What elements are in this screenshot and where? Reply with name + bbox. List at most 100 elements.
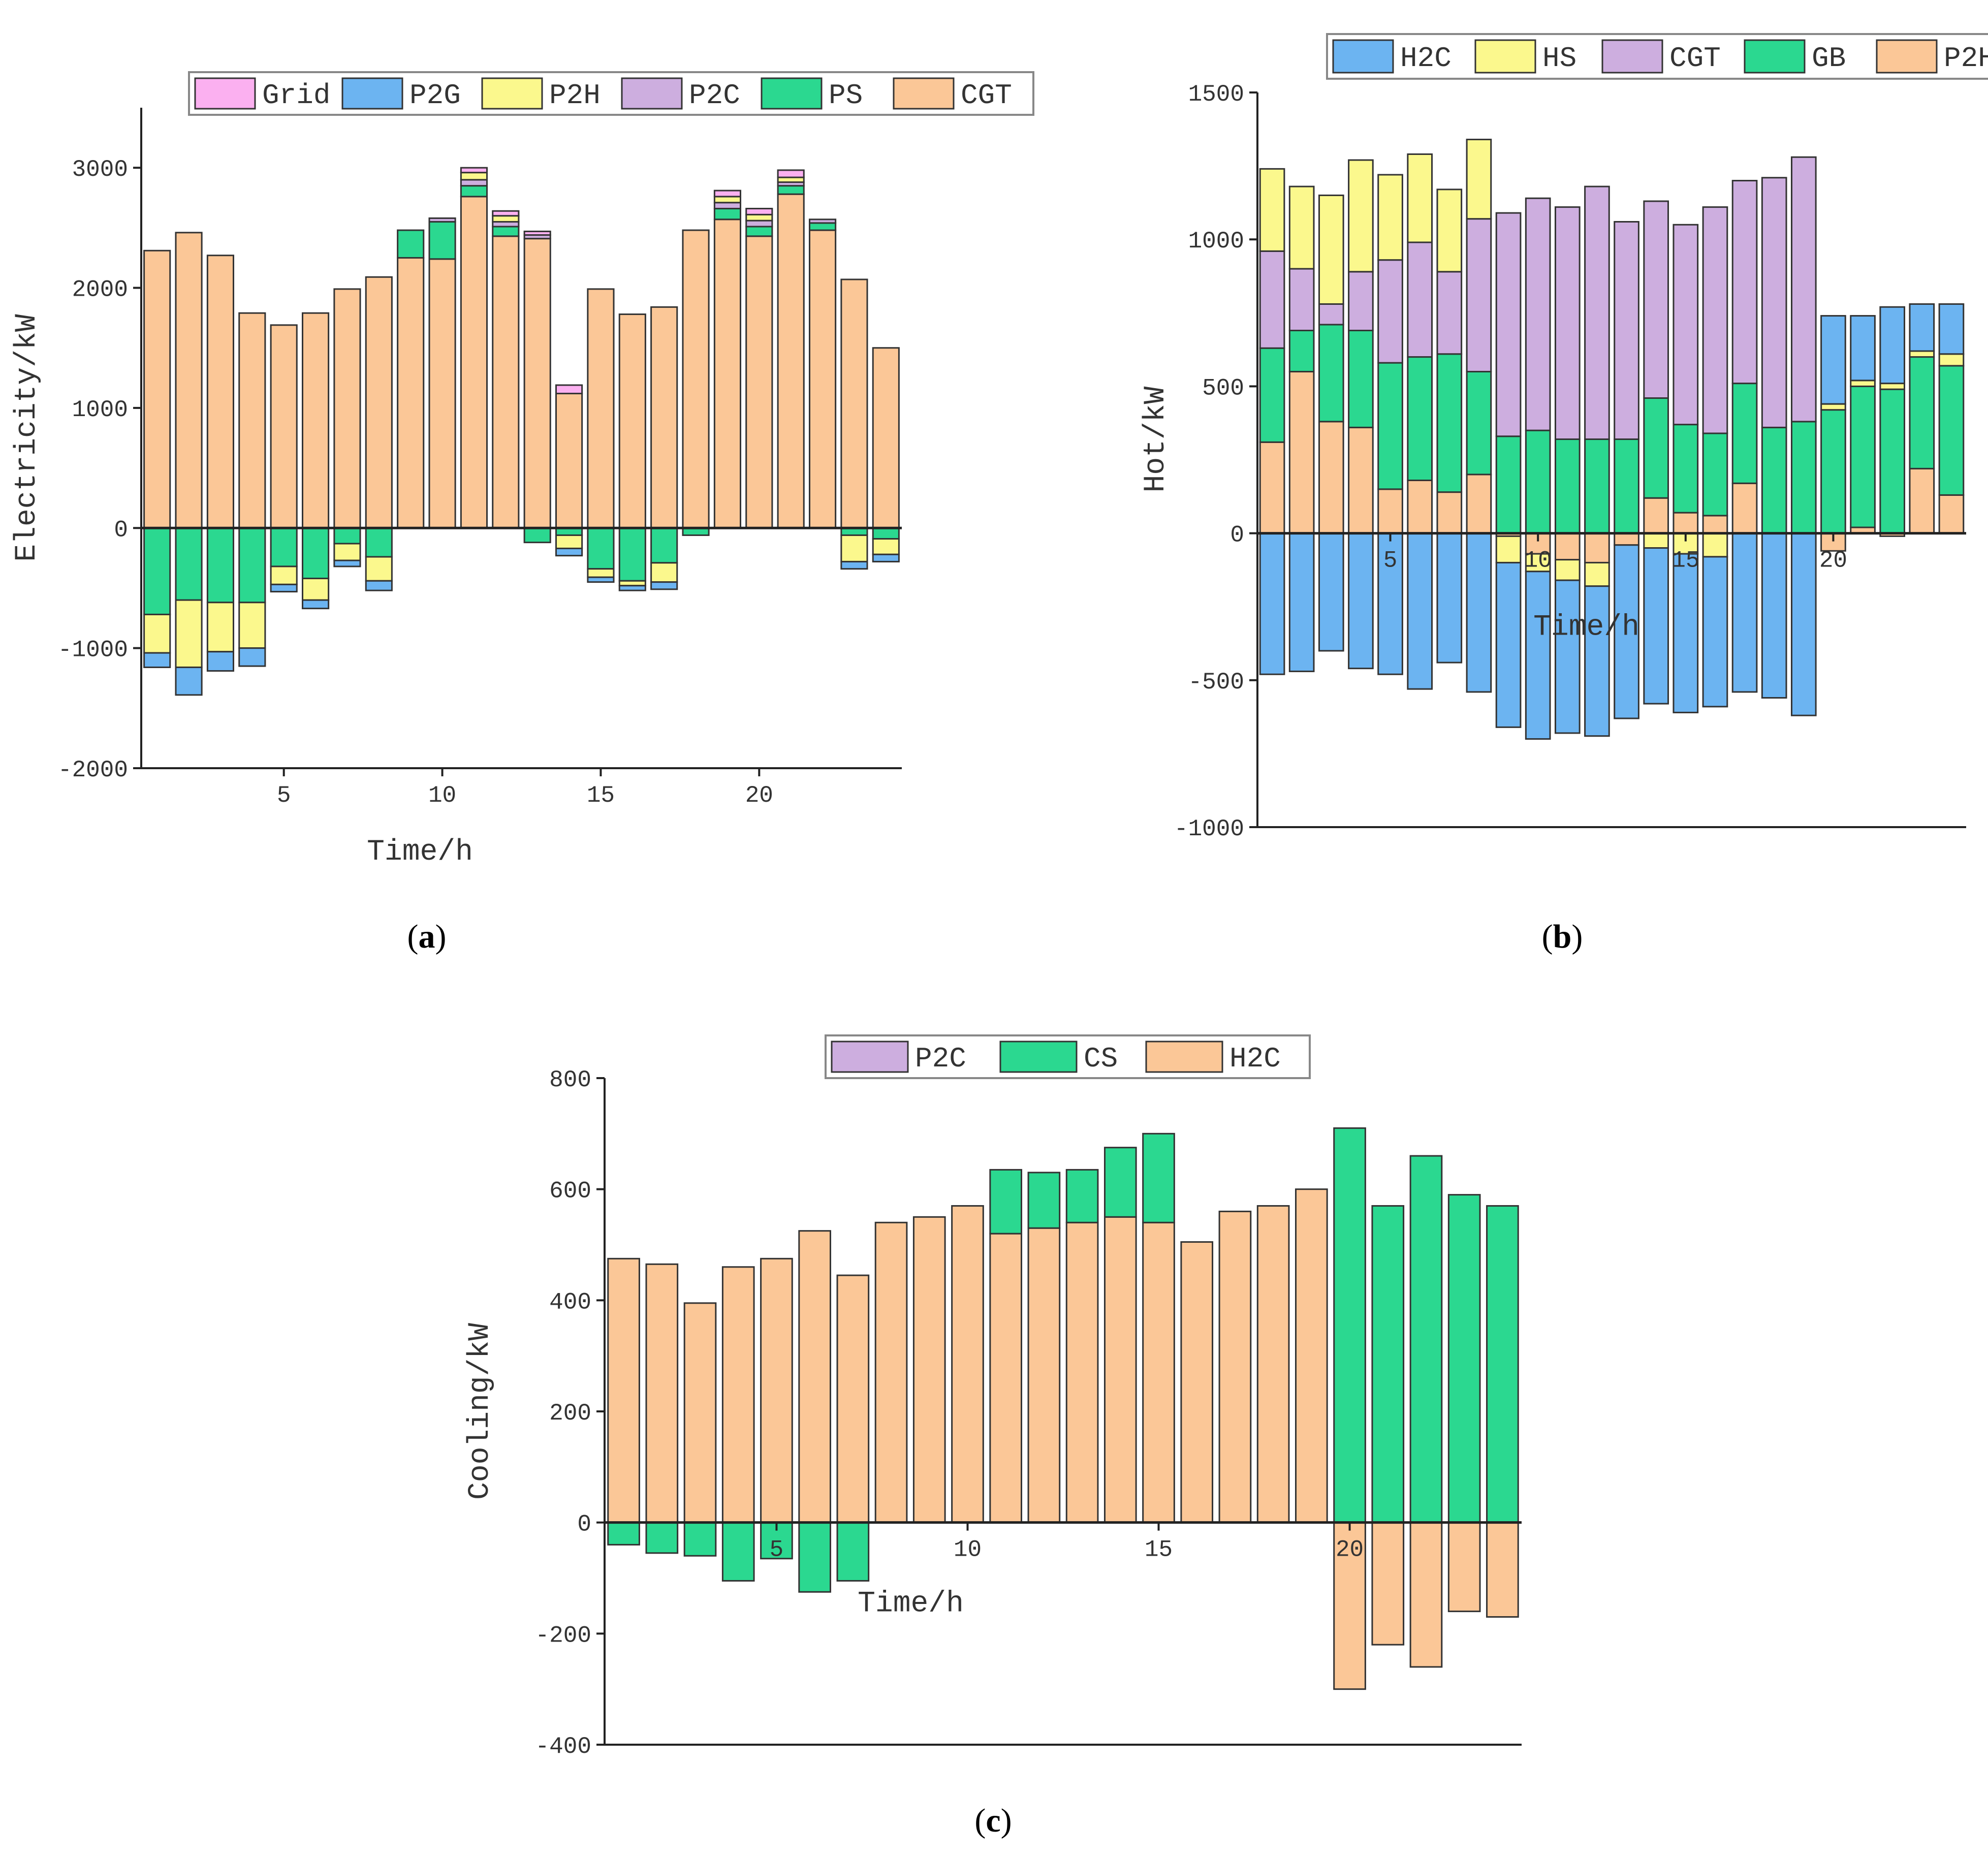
bar-gb-t18 [1761, 426, 1787, 534]
bar-p2h-t17 [1731, 482, 1758, 534]
bar-cgt-t13 [523, 238, 551, 529]
bar-h2c-t23 [1909, 303, 1935, 352]
bar-cgt-t8 [365, 276, 393, 529]
bar-ps-t11 [460, 185, 488, 198]
bar-grid-t19 [713, 190, 742, 198]
bar-cs-t24 [1486, 1205, 1519, 1524]
bar-h2c-t1 [607, 1257, 640, 1524]
bar-h2c-t14 [1643, 547, 1669, 705]
bar-h2c-t19 [1295, 1188, 1328, 1524]
bar-h2c-t18 [1761, 532, 1787, 699]
bar-cs-t1 [607, 1522, 640, 1546]
bar-cgt-t20 [745, 235, 773, 529]
bar-cs-t11 [989, 1169, 1023, 1235]
bar-ps-t10 [428, 221, 456, 260]
bar-p2c-t20 [745, 219, 773, 228]
bar-cs-t22 [1409, 1155, 1443, 1524]
legend-swatch-p2h [1876, 39, 1938, 74]
bar-cgt-t17 [1731, 180, 1758, 385]
bar-h2c-t5 [1377, 532, 1403, 675]
bar-ps-t3 [206, 527, 235, 604]
bar-gb-t24 [1938, 365, 1965, 496]
x-tick-label: 20 [745, 782, 773, 809]
bar-h2c-t10 [951, 1205, 984, 1524]
bar-cgt-t8 [1466, 218, 1492, 372]
legend-label-p2c: P2C [689, 79, 740, 112]
caption-a: (a) [407, 918, 447, 955]
panel-c: -400 -200 0 200 400 600 800 5 10 15 20 Time/h Coolin… [464, 1034, 1522, 1760]
legend: Grid P2G P2H P2C PS CGT [188, 71, 1034, 116]
bar-gb-t10 [1525, 429, 1551, 534]
bar-h2c-t13 [1614, 544, 1639, 719]
bar-hs-t24 [1938, 353, 1965, 367]
legend-swatch-p2g [341, 77, 403, 110]
x-tick-label: 20 [1819, 548, 1847, 574]
bar-gb-t20 [1820, 409, 1846, 534]
bar-p2h-t14 [555, 534, 583, 549]
bar-h2c-t7 [1436, 532, 1463, 664]
panel-b: -1000 -500 0 500 1000 1500 5 10 15 20 Time/h Hot/kW… [1140, 33, 1988, 842]
bar-gb-t11 [1554, 438, 1581, 534]
bar-cgt-t1 [1259, 250, 1285, 349]
legend-label-h2c: H2C [1229, 1043, 1281, 1075]
y-tick-label: 600 [549, 1178, 591, 1205]
bar-p2h-t20 [745, 213, 773, 222]
bar-hs-t22 [1879, 383, 1906, 390]
bar-p2h-t8 [1466, 474, 1492, 534]
y-tick-label: 1000 [1188, 228, 1244, 255]
bar-h2c-t12 [1027, 1227, 1061, 1524]
bar-cgt-t12 [492, 235, 520, 529]
bar-p2h-t8 [365, 556, 393, 582]
panel-a: -2000 -1000 0 1000 2000 3000 5 10 15 20 Time/h Elec… [11, 71, 1034, 869]
bar-ps-t21 [777, 185, 805, 195]
bar-hs-t6 [1407, 153, 1433, 243]
bar-p2h-t3 [206, 602, 235, 653]
bar-p2h-t15 [1673, 512, 1699, 534]
bar-ps-t9 [397, 229, 425, 259]
bar-ps-t2 [175, 527, 203, 601]
bar-p2g-t14 [555, 547, 583, 557]
bar-ps-t8 [365, 527, 393, 558]
legend-label-grid: Grid [262, 79, 330, 112]
bar-h2c-t24 [1938, 303, 1965, 355]
bar-cgt-t19 [713, 218, 742, 529]
x-tick-label: 10 [1524, 548, 1552, 574]
bar-hs-t23 [1909, 350, 1935, 358]
bar-h2c-t16 [1180, 1241, 1214, 1524]
bar-cs-t7 [836, 1522, 870, 1582]
bar-p2h-t11 [1554, 532, 1581, 561]
bar-p2g-t23 [840, 560, 868, 570]
x-tick-label: 20 [1336, 1537, 1364, 1563]
legend-label-hs: HS [1542, 42, 1576, 75]
bar-p2h-t4 [1348, 426, 1374, 534]
x-tick-label: 15 [1145, 1537, 1173, 1563]
y-tick-label: 1500 [1188, 81, 1244, 108]
bar-hs-t1 [1259, 168, 1285, 252]
bar-gb-t22 [1879, 388, 1906, 534]
legend-swatch-ps [761, 77, 823, 110]
bar-h2c-t9 [912, 1216, 946, 1524]
bar-cs-t6 [798, 1522, 831, 1593]
bar-gb-t9 [1495, 435, 1522, 534]
bar-cs-t13 [1065, 1169, 1099, 1223]
bar-grid-t21 [777, 169, 805, 178]
bar-p2h-t14 [1643, 497, 1669, 534]
bar-p2g-t3 [206, 651, 235, 672]
bar-cgt-t14 [555, 393, 583, 529]
bar-cs-t20 [1333, 1127, 1366, 1524]
bar-cgt-t22 [808, 229, 837, 529]
bar-p2g-t1 [143, 652, 171, 668]
bar-p2c-t11 [460, 179, 488, 187]
bar-h2c-t24 [1486, 1522, 1519, 1618]
bar-cs-t3 [683, 1522, 717, 1557]
bar-ps-t13 [523, 527, 551, 544]
bar-p2h-t7 [1436, 491, 1463, 534]
bar-h2c-t7 [836, 1274, 870, 1524]
x-tick-label: 5 [770, 1537, 784, 1563]
bar-p2h-t19 [713, 196, 742, 204]
x-tick-label: 15 [587, 782, 615, 809]
bar-ps-t15 [587, 527, 615, 570]
bar-grid-t12 [492, 210, 520, 217]
bar-cgt-t2 [1288, 268, 1315, 332]
